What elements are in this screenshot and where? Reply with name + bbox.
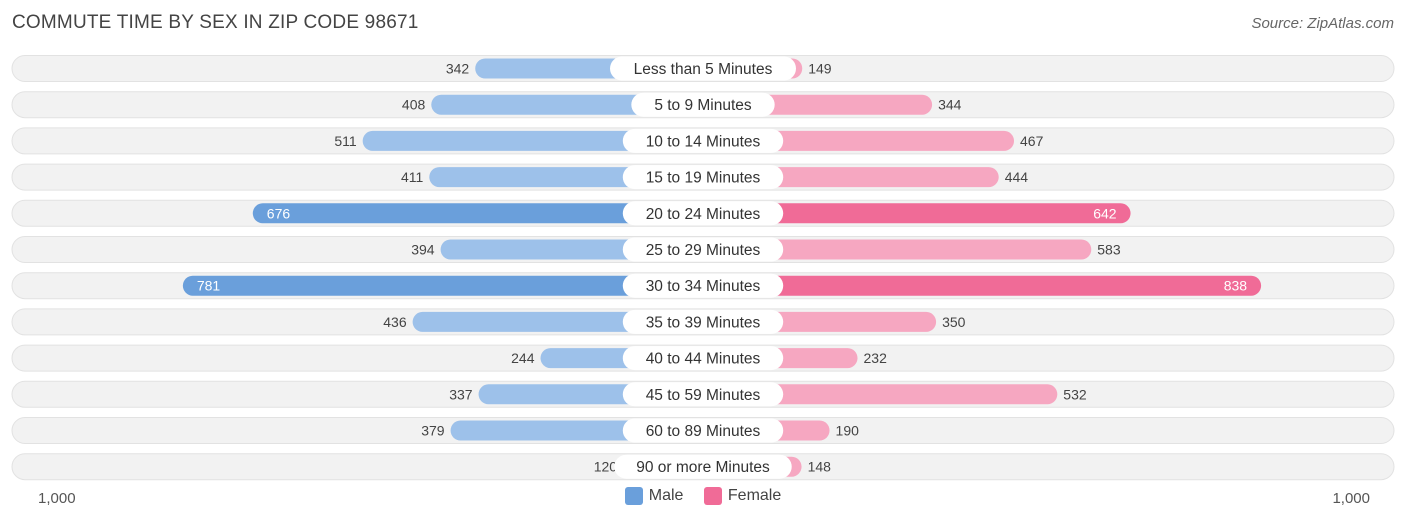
category-label-pill: [622, 382, 784, 407]
category-label: 15 to 19 Minutes: [646, 170, 761, 187]
female-bar: [703, 384, 1058, 405]
legend-label-female: Female: [727, 487, 782, 504]
male-bar: [252, 203, 703, 224]
legend-item-female: Female: [703, 487, 782, 505]
source-label: Source: ZipAtlas.com: [1251, 15, 1394, 32]
category-label: 5 to 9 Minutes: [654, 97, 752, 114]
female-value-label: 350: [942, 314, 966, 330]
chart-canvas: 342 149 Less than 5 Minutes 408 344 5 to 9 Mi…: [11, 55, 1395, 481]
male-value-label: 511: [334, 133, 357, 149]
chart-title: COMMUTE TIME BY SEX IN ZIP CODE 98671: [12, 12, 419, 33]
female-value-label: 532: [1063, 386, 1087, 402]
category-label-pill: [622, 165, 784, 190]
female-value-label: 149: [808, 61, 832, 77]
female-value-label: 148: [808, 459, 832, 475]
category-label-pill: [631, 92, 775, 117]
female-value-label: 838: [1224, 278, 1248, 294]
female-bar: [703, 239, 1092, 260]
legend-swatch-female: [703, 487, 722, 505]
male-bar: [182, 275, 703, 296]
male-value-label: 676: [267, 205, 291, 221]
category-label: 10 to 14 Minutes: [646, 133, 761, 150]
category-label-pill: [622, 237, 784, 262]
female-bar: [703, 275, 1262, 296]
male-value-label: 394: [411, 242, 435, 258]
legend-label-male: Male: [648, 487, 684, 504]
female-value-label: 190: [836, 423, 860, 439]
axis-label-left: 1,000: [38, 490, 76, 507]
male-value-label: 379: [421, 423, 445, 439]
category-label-pill: [622, 346, 784, 371]
category-label: 40 to 44 Minutes: [646, 351, 761, 368]
category-label-pill: [610, 56, 796, 81]
category-label: Less than 5 Minutes: [634, 61, 773, 78]
category-label-pill: [622, 309, 784, 334]
axis-label-right: 1,000: [1332, 490, 1370, 507]
female-bar: [703, 203, 1131, 224]
legend: Male Female: [0, 487, 1406, 510]
category-label: 60 to 89 Minutes: [646, 423, 761, 440]
female-value-label: 583: [1097, 242, 1121, 258]
male-value-label: 120: [594, 459, 618, 475]
female-value-label: 444: [1005, 169, 1029, 185]
male-value-label: 436: [383, 314, 407, 330]
female-value-label: 232: [864, 350, 888, 366]
category-label: 25 to 29 Minutes: [646, 242, 761, 259]
category-label: 45 to 59 Minutes: [646, 387, 761, 404]
male-value-label: 408: [402, 97, 426, 113]
category-label: 90 or more Minutes: [636, 459, 770, 476]
female-value-label: 467: [1020, 133, 1044, 149]
category-label-pill: [622, 418, 784, 443]
female-value-label: 642: [1093, 205, 1117, 221]
category-label: 35 to 39 Minutes: [646, 314, 761, 331]
category-label: 20 to 24 Minutes: [646, 206, 761, 223]
category-label-pill: [614, 454, 792, 479]
category-label-pill: [622, 128, 784, 153]
legend-item-male: Male: [624, 487, 684, 505]
category-label: 30 to 34 Minutes: [646, 278, 761, 295]
male-value-label: 244: [511, 350, 535, 366]
female-value-label: 344: [938, 97, 962, 113]
category-label-pill: [622, 273, 784, 298]
category-label-pill: [622, 201, 784, 226]
male-value-label: 411: [401, 169, 424, 185]
male-value-label: 337: [449, 386, 473, 402]
male-value-label: 342: [446, 61, 470, 77]
male-bar: [362, 130, 703, 151]
legend-swatch-male: [624, 487, 643, 505]
male-value-label: 781: [197, 278, 221, 294]
